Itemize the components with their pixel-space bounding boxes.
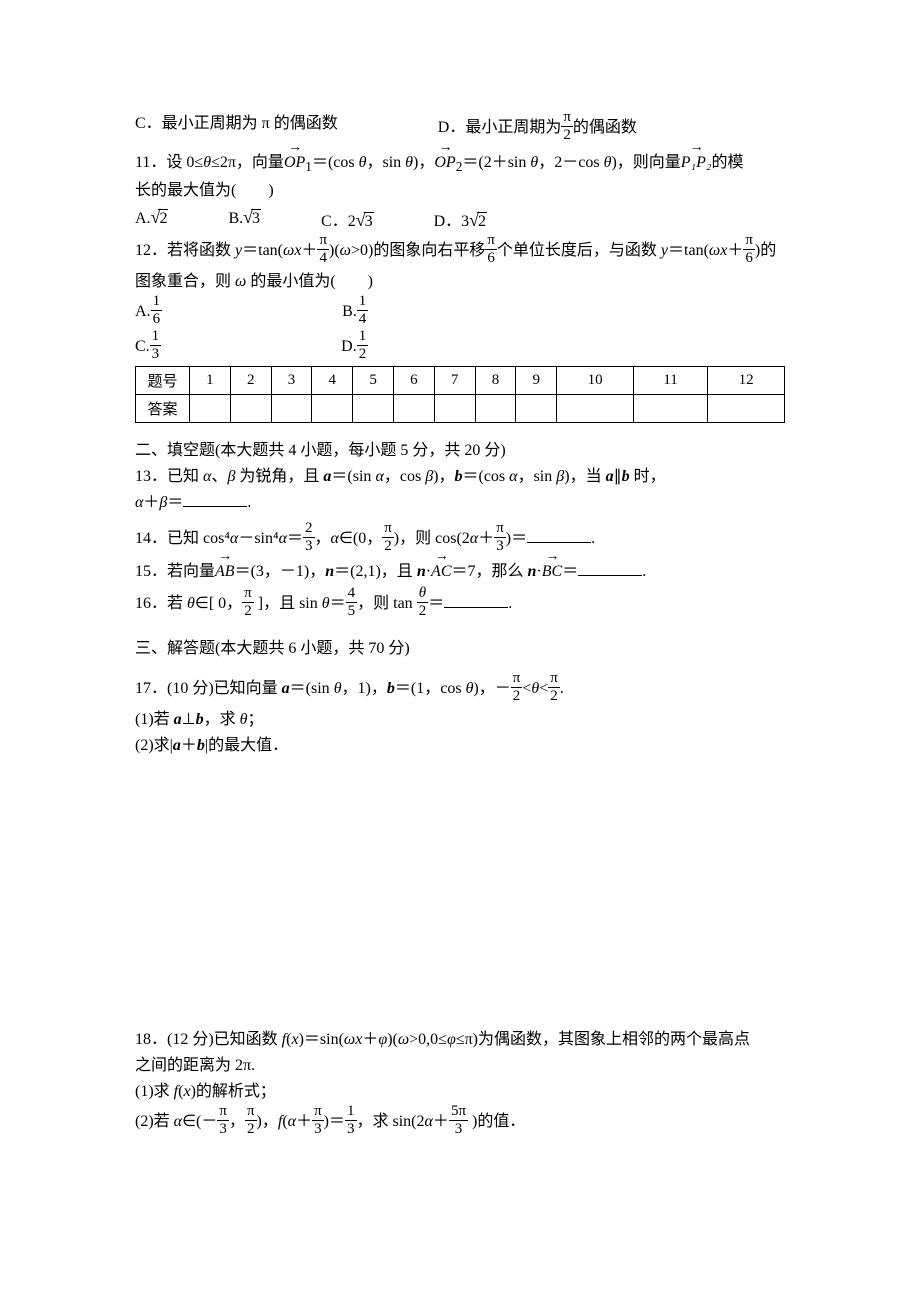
answer-table: 题号 12 34 56 78 910 1112 答案 — [135, 366, 785, 423]
q11-options: A.√2 B.√3 C．2√3 D．3√2 — [135, 207, 785, 231]
q13-blank — [183, 491, 247, 507]
q11-A: A.√2 — [135, 207, 168, 231]
q12-line1: 12．若将函数 y＝tan(ωx＋π4)(ω>0)的图象向右平移π6个单位长度后… — [135, 235, 785, 268]
vec-BC: →BC — [542, 560, 562, 584]
q10-optC: C．最小正周期为 π 的偶函数 — [135, 112, 338, 145]
q12-C: C.13 — [135, 331, 161, 364]
section2-title: 二、填空题(本大题共 4 小题，每小题 5 分，共 20 分) — [135, 439, 785, 463]
q11-line2: 长的最大值为( ) — [135, 179, 785, 203]
q17-p1: (1)若 a⊥b，求 θ； — [135, 708, 785, 732]
q15-blank — [578, 560, 642, 576]
q12-D: D.12 — [341, 331, 368, 364]
q17-line1: 17．(10 分)已知向量 a＝(sin θ，1)，b＝(1，cos θ)，－π… — [135, 673, 785, 706]
q11-D: D．3√2 — [434, 207, 487, 231]
q12-A: A.16 — [135, 296, 162, 329]
q10-optD: D．最小正周期为π2的偶函数 — [438, 112, 637, 145]
vec-P1P2: →P₁P₂ — [681, 151, 712, 175]
q11-B: B.√3 — [228, 207, 261, 231]
q12-B: B.14 — [342, 296, 368, 329]
q18-p1: (1)求 f(x)的解析式； — [135, 1080, 785, 1104]
q13-line2: α＋β＝. — [135, 491, 785, 515]
q14-blank — [527, 527, 591, 543]
table-answer-row: 答案 — [136, 395, 785, 423]
q13-line1: 13．已知 α、β 为锐角，且 a＝(sin α，cos β)，b＝(cos α… — [135, 465, 785, 489]
q11-line1: 11．设 0≤θ≤2π，向量→OP1＝(cos θ，sin θ)，→OP2＝(2… — [135, 151, 785, 177]
section3-title: 三、解答题(本大题共 6 小题，共 70 分) — [135, 637, 785, 661]
q16-blank — [444, 592, 508, 608]
q15: 15．若向量→AB＝(3，－1)，n＝(2,1)，且 n·→AC＝7，那么 n·… — [135, 560, 785, 584]
q12-opts-row2: C.13 D.12 — [135, 331, 785, 364]
q11-C: C．2√3 — [321, 207, 374, 231]
q18-line2: 之间的距离为 2π. — [135, 1054, 785, 1078]
q18-p2: (2)若 α∈(－π3，π2)，f(α＋π3)＝13，求 sin(2α＋5π3 … — [135, 1106, 785, 1139]
vec-OP1: →OP — [284, 151, 305, 175]
vec-AC: →AC — [431, 560, 451, 584]
table-header-row: 题号 12 34 56 78 910 1112 — [136, 367, 785, 395]
q16: 16．若 θ∈[ 0，π2 ]，且 sin θ＝45，则 tan θ2＝. — [135, 588, 785, 621]
q17-p2: (2)求|a＋b|的最大值． — [135, 734, 785, 758]
q12-opts-row1: A.16 B.14 — [135, 296, 785, 329]
q18-line1: 18．(12 分)已知函数 f(x)＝sin(ωx＋φ)(ω>0,0≤φ≤π)为… — [135, 1028, 785, 1052]
vec-OP2: →OP — [434, 151, 455, 175]
vec-AB: →AB — [215, 560, 235, 584]
q12-line2: 图象重合，则 ω 的最小值为( ) — [135, 270, 785, 294]
